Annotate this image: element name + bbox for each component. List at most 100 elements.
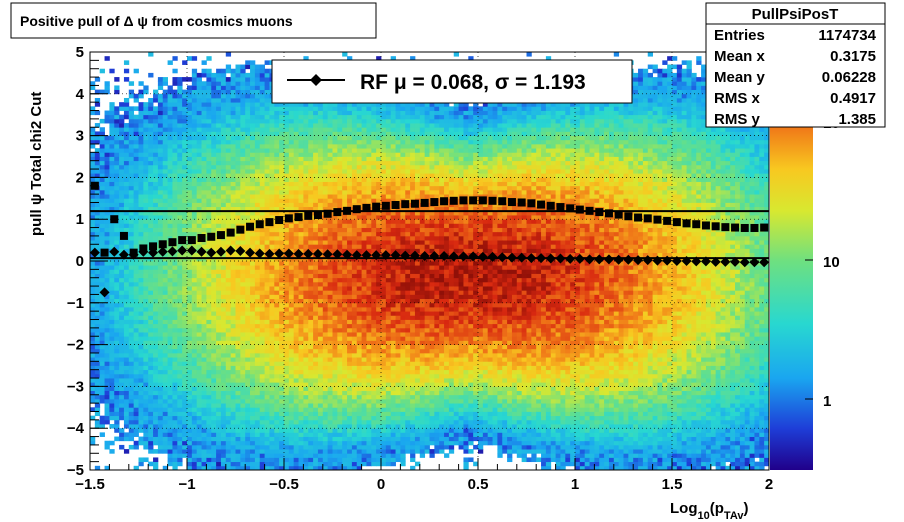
point-diamond-31 [390,250,401,261]
y-axis-label: pull ψ Total chi2 Cut [28,92,45,236]
x-tick-label: 1.5 [662,476,683,493]
point-diamond-63 [700,256,711,267]
legend-label: RF μ = 0.068, σ = 1.193 [360,71,586,94]
point-square-16 [246,222,255,231]
point-diamond-69 [759,257,770,268]
point-square-60 [672,218,681,227]
point-diamond-68 [749,257,760,268]
chart-title: Positive pull of Δ ψ from cosmics muons [20,13,293,29]
point-square-44 [517,198,526,207]
point-diamond-5 [138,246,149,257]
stats-label: RMS x [714,90,761,107]
point-diamond-40 [477,251,488,262]
point-square-61 [682,219,691,228]
point-square-59 [663,216,672,225]
point-square-28 [362,203,371,212]
point-square-37 [449,196,458,205]
point-square-58 [653,215,662,224]
point-diamond-49 [565,253,576,264]
point-diamond-19 [274,248,285,259]
point-square-39 [469,196,478,205]
point-diamond-3 [118,249,129,260]
profile-markers [89,181,770,298]
point-square-34 [420,198,429,207]
point-square-56 [634,213,643,222]
y-axis: −5 −4 −3 −2 −1 0 1 2 3 4 5 [67,44,108,479]
point-square-64 [711,222,720,231]
point-diamond-10 [186,245,197,256]
point-square-8 [168,238,177,247]
y-tick-label: −1 [67,295,84,312]
point-square-29 [372,202,381,211]
point-diamond-21 [293,248,304,259]
point-diamond-61 [681,256,692,266]
x-tick-label: 2 [765,476,773,493]
point-square-17 [255,220,264,229]
point-diamond-13 [215,246,226,257]
y-tick-label: −5 [67,462,84,479]
point-square-66 [731,223,740,232]
x-axis-label: Log10(pTAv) [670,500,748,522]
stats-label: RMS y [714,111,761,128]
point-diamond-41 [487,251,498,262]
x-tick-label: −0.5 [269,476,299,493]
point-diamond-29 [371,250,382,261]
y-tick-label: −2 [67,337,84,354]
point-diamond-32 [400,250,411,261]
point-diamond-44 [516,252,527,263]
point-diamond-53 [603,254,614,265]
point-diamond-50 [574,253,585,264]
x-axis: −1.5 −1 −0.5 0 0.5 1 1.5 2 [75,458,773,493]
point-square-11 [197,234,206,243]
point-square-36 [440,197,449,206]
stats-value: 1174734 [818,27,876,44]
point-square-63 [701,221,710,230]
x-tick-label: 1 [571,476,579,493]
y-tick-label: 3 [76,128,84,145]
stats-label: Mean y [714,69,766,86]
point-square-9 [178,236,187,245]
point-square-53 [604,209,613,218]
legend-marker-diamond [310,74,322,86]
grid-lines [90,52,769,470]
series-square [90,181,769,257]
point-diamond-30 [380,250,391,261]
point-diamond-6 [148,247,159,258]
y-tick-label: 4 [76,86,85,103]
point-square-49 [566,204,575,213]
point-square-41 [488,196,497,205]
y-tick-label: 5 [76,44,84,61]
stats-value: 0.06228 [822,69,876,86]
point-square-57 [643,214,652,223]
point-square-50 [575,205,584,214]
stats-box: PullPsiPosT Entries 1174734 Mean x 0.3175 Me… [705,2,886,128]
legend-box: RF μ = 0.068, σ = 1.193 [271,59,633,104]
point-square-51 [585,206,594,215]
point-diamond-47 [545,253,556,264]
point-diamond-28 [361,250,372,261]
point-diamond-45 [526,253,537,264]
point-square-31 [391,200,400,209]
point-diamond-11 [196,246,207,257]
point-diamond-23 [312,248,323,259]
point-diamond-51 [584,254,595,265]
point-diamond-48 [555,253,566,264]
point-diamond-26 [342,249,353,260]
point-square-14 [226,228,235,237]
point-square-3 [119,231,128,240]
stats-value: 0.3175 [830,48,876,65]
point-diamond-37 [448,251,459,262]
point-square-12 [207,232,216,241]
point-square-42 [498,197,507,206]
point-diamond-1 [99,287,110,298]
point-square-40 [478,196,487,205]
point-diamond-67 [739,257,750,268]
stats-title: PullPsiPosT [752,6,839,23]
x-tick-label: −1 [178,476,195,493]
point-diamond-42 [497,252,508,263]
point-diamond-54 [613,254,624,265]
x-tick-label: −1.5 [75,476,105,493]
point-square-30 [381,201,390,210]
point-square-15 [236,225,245,234]
stats-value: 0.4917 [830,90,876,107]
